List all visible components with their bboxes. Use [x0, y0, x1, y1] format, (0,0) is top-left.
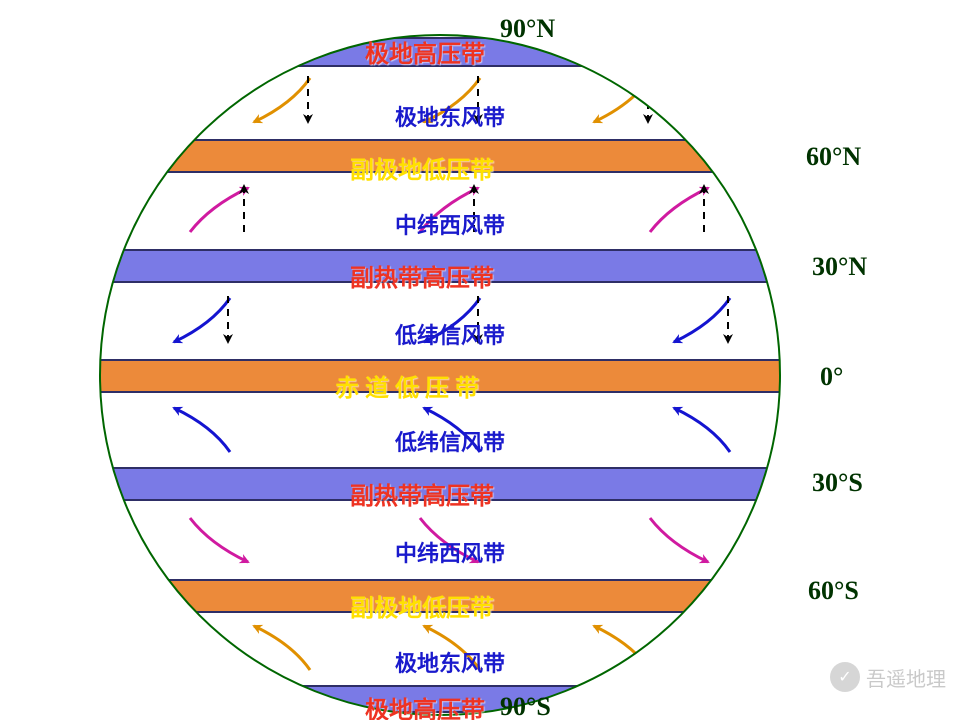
wind-label-trade-n: 低纬信风带 [395, 318, 505, 350]
wind-label-polar-east-s: 极地东风带 [395, 646, 505, 678]
latitude-label-4: 30°S [812, 468, 863, 498]
wind-label-polar-east-n: 极地东风带 [395, 100, 505, 132]
watermark-text: 吾遥地理 [866, 663, 946, 692]
wind-label-trade-s: 低纬信风带 [395, 425, 505, 457]
band-label-equator-low: 赤 道 低 压 带 [335, 368, 479, 403]
band-label-subtrop-high-s: 副热带高压带 [350, 476, 494, 511]
latitude-label-6: 90°S [500, 692, 551, 720]
band-label-polar-high-s: 极地高压带 [365, 690, 485, 720]
band-label-subpolar-low-s: 副极地低压带 [350, 588, 494, 623]
wind-label-westerlies-s: 中纬西风带 [395, 536, 505, 568]
band-label-subtrop-high-n: 副热带高压带 [350, 258, 494, 293]
band-label-subpolar-low-n: 副极地低压带 [350, 150, 494, 185]
latitude-label-5: 60°S [808, 576, 859, 606]
diagram-root: ✓ 吾遥地理 极地高压带副极地低压带副热带高压带赤 道 低 压 带副热带高压带副… [0, 0, 960, 720]
wind-label-westerlies-n: 中纬西风带 [395, 208, 505, 240]
wechat-icon: ✓ [830, 662, 860, 692]
latitude-label-1: 60°N [806, 142, 861, 172]
latitude-label-0: 90°N [500, 14, 555, 44]
latitude-label-3: 0° [820, 362, 843, 392]
latitude-label-2: 30°N [812, 252, 867, 282]
band-label-polar-high-n: 极地高压带 [365, 34, 485, 69]
watermark: ✓ 吾遥地理 [830, 662, 946, 692]
